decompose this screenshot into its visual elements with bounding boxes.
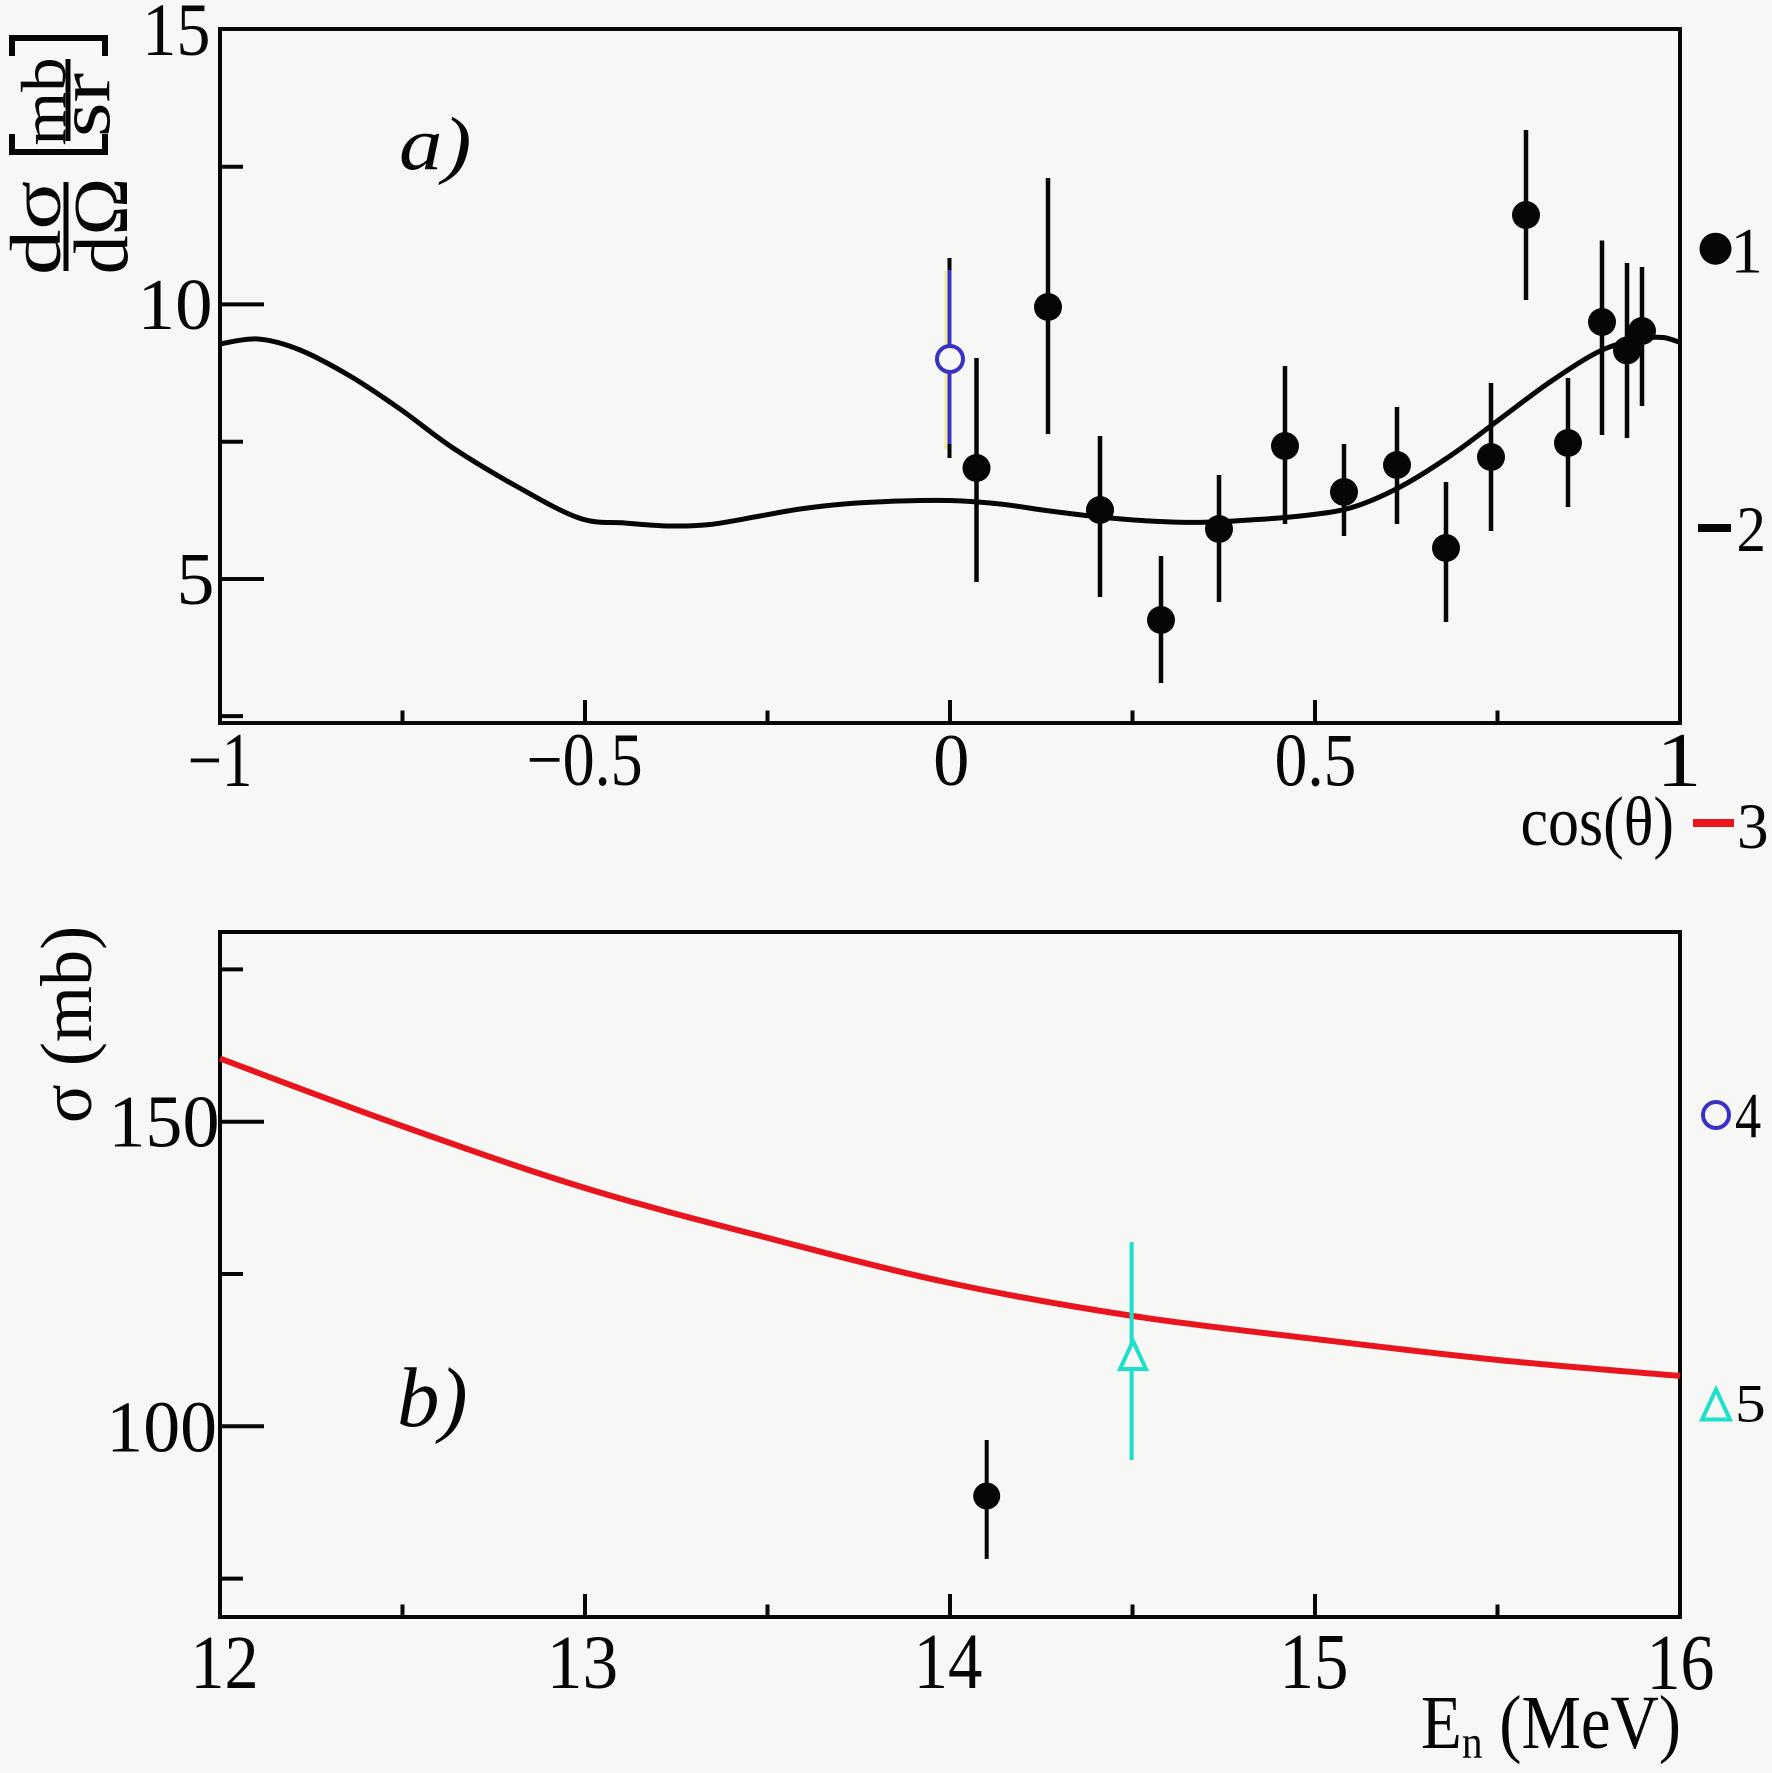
svg-text:sr: sr: [45, 72, 127, 137]
svg-text:dσ: dσ: [0, 181, 76, 275]
svg-text:2: 2: [1737, 494, 1766, 566]
svg-text:14: 14: [914, 1618, 983, 1706]
svg-text:a): a): [399, 103, 471, 186]
svg-text:−0.5: −0.5: [527, 719, 643, 802]
svg-text:13: 13: [547, 1620, 618, 1705]
svg-text:0: 0: [933, 720, 969, 802]
svg-text:5: 5: [1735, 1374, 1766, 1434]
svg-text:15: 15: [142, 0, 210, 72]
svg-text:σ (mb): σ (mb): [26, 926, 107, 1123]
svg-text:16: 16: [1647, 1619, 1715, 1707]
svg-text:1: 1: [1731, 216, 1763, 288]
svg-text:dΩ: dΩ: [58, 178, 144, 275]
svg-text:mb: mb: [8, 57, 79, 145]
svg-text:−1: −1: [188, 717, 253, 803]
svg-text:b): b): [397, 1352, 468, 1445]
svg-text:cos(θ): cos(θ): [1521, 784, 1675, 861]
svg-text:3: 3: [1737, 790, 1769, 862]
svg-text:10: 10: [138, 264, 213, 345]
svg-text:5: 5: [177, 539, 215, 621]
svg-text:15: 15: [1280, 1618, 1349, 1706]
svg-text:0.5: 0.5: [1275, 720, 1357, 803]
svg-text:100: 100: [106, 1387, 217, 1468]
svg-text:150: 150: [108, 1082, 219, 1164]
svg-text:En (MeV): En (MeV): [1421, 1681, 1681, 1768]
svg-text:4: 4: [1735, 1081, 1761, 1153]
svg-text:1: 1: [1656, 717, 1701, 803]
svg-text:12: 12: [190, 1620, 258, 1705]
